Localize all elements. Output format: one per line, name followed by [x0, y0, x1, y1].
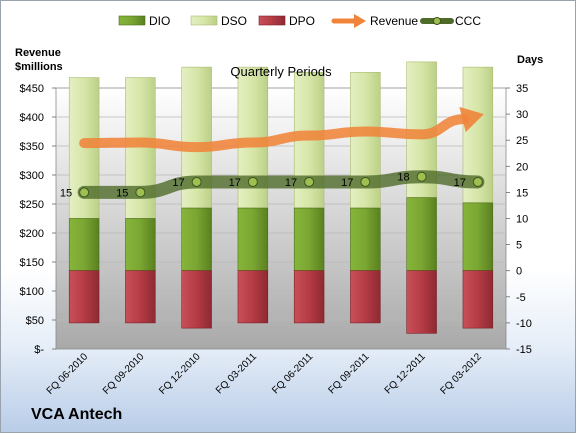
x-tick-label: FQ 03-2012: [438, 351, 484, 397]
ccc-data-label: 17: [454, 177, 466, 189]
right-tick-label: -10: [516, 318, 532, 330]
ccc-data-label: 17: [229, 177, 241, 189]
right-tick-label: 30: [516, 109, 528, 121]
left-tick-label: $450: [20, 83, 44, 95]
bar-dpo: [68, 270, 100, 324]
bar-dio: [406, 197, 437, 271]
left-tick-label: $350: [20, 141, 44, 153]
legend-label: CCC: [455, 14, 481, 28]
ccc-marker: [191, 176, 202, 187]
left-tick-label: $200: [20, 228, 44, 240]
left-tick-label: $150: [20, 257, 44, 269]
ccc-data-label: 15: [60, 187, 72, 199]
ccc-marker: [135, 187, 146, 198]
right-tick-label: 5: [516, 240, 522, 252]
left-axis-label-line2: $millions: [15, 61, 63, 73]
left-tick-label: $250: [20, 199, 44, 211]
company-name: VCA Antech: [31, 406, 123, 423]
ccc-marker: [79, 187, 90, 198]
x-tick-label: FQ 12-2010: [157, 351, 203, 397]
right-tick-label: 20: [516, 161, 528, 173]
left-tick-label: $50: [26, 315, 44, 327]
bar-dpo: [237, 270, 269, 324]
x-tick-label: FQ 06-2010: [45, 351, 91, 397]
series-lines: 15 15 17 17 17 17 18 17: [60, 106, 485, 199]
x-tick-label: FQ 09-2011: [327, 351, 372, 396]
ccc-data-label: 17: [341, 177, 353, 189]
right-tick-label: 15: [516, 187, 528, 199]
bar-dio: [68, 218, 100, 272]
bar-dpo: [350, 270, 381, 324]
right-tick-label: 0: [516, 266, 522, 278]
ccc-data-label: 18: [397, 172, 409, 184]
ccc-marker: [416, 171, 427, 182]
ccc-marker: [360, 176, 371, 187]
legend-swatch-dpo: [258, 15, 286, 26]
legend-marker-ccc: [433, 17, 441, 25]
ccc-marker: [247, 176, 258, 187]
right-tick-label: 35: [516, 83, 528, 95]
right-tick-label: 25: [516, 135, 528, 147]
bar-dpo: [181, 270, 212, 329]
ccc-data-label: 17: [172, 177, 184, 189]
right-tick-label: -15: [516, 344, 532, 356]
bar-dio: [125, 218, 156, 272]
legend-swatch-dio: [118, 15, 146, 26]
legend: DIO DSO DPO Revenue CCC: [118, 14, 481, 28]
legend-label: DPO: [289, 14, 315, 28]
left-axis-label-line1: Revenue: [15, 47, 61, 59]
revenue-arrowhead: [459, 106, 484, 133]
ccc-data-label: 15: [116, 187, 128, 199]
bar-dpo: [293, 270, 325, 324]
ccc-marker: [472, 176, 483, 187]
right-tick-label: -5: [516, 292, 526, 304]
legend-arrowhead-revenue: [354, 14, 366, 28]
subtitle: Quarterly Periods: [230, 64, 332, 79]
x-tick-label: FQ 06-2011: [270, 351, 315, 396]
right-axis-label: Days: [517, 54, 543, 66]
revenue-line: [79, 114, 469, 153]
left-tick-label: $-: [34, 344, 44, 356]
x-tick-label: FQ 12-2011: [383, 351, 428, 396]
legend-label: DSO: [221, 14, 247, 28]
legend-label: DIO: [149, 14, 170, 28]
ccc-marker: [304, 176, 315, 187]
legend-swatch-dso: [190, 15, 218, 26]
bar-dio: [181, 207, 212, 271]
bar-dpo: [406, 270, 437, 334]
left-tick-label: $300: [20, 170, 44, 182]
bar-dpo: [125, 270, 156, 324]
bar-dio: [293, 207, 325, 271]
ccc-line: [77, 170, 485, 199]
ccc-data-label: 17: [285, 177, 297, 189]
bar-dio: [237, 207, 269, 271]
left-tick-label: $100: [20, 286, 44, 298]
bar-dio: [350, 207, 381, 271]
legend-label: Revenue: [370, 14, 418, 28]
x-tick-label: FQ 09-2010: [101, 351, 147, 397]
bar-dpo: [462, 270, 494, 329]
right-tick-label: 10: [516, 214, 528, 226]
x-tick-label: FQ 03-2011: [214, 351, 259, 396]
left-tick-label: $400: [20, 112, 44, 124]
bar-dio: [462, 202, 494, 271]
